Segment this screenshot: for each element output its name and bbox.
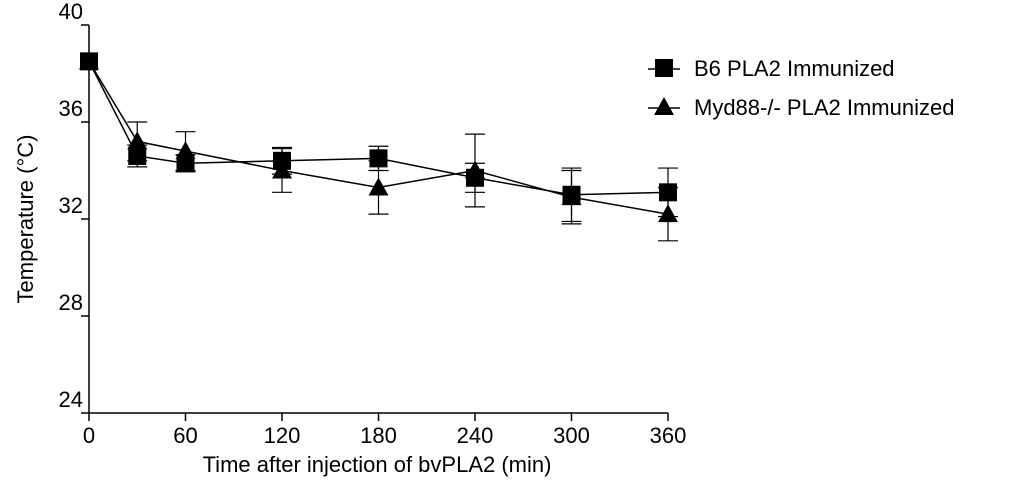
- y-tick-label: 32: [59, 193, 83, 218]
- series-layer: [79, 51, 678, 242]
- y-tick-label: 36: [59, 96, 83, 121]
- y-axis-title: Temperature (°C): [13, 135, 38, 304]
- data-point: [561, 187, 582, 206]
- legend-square-marker: [655, 59, 673, 77]
- y-tick-label: 24: [59, 387, 83, 412]
- data-point: [658, 204, 678, 223]
- legend-label: B6 PLA2 Immunized: [694, 56, 895, 81]
- data-point: [127, 131, 148, 150]
- series-line: [88, 60, 669, 215]
- x-ticks: 0 60 120 180 240 300 360: [83, 413, 686, 448]
- legend: B6 PLA2 Immunized Myd88-/- PLA2 Immunized: [648, 56, 954, 120]
- y-tick-label: 28: [59, 290, 83, 315]
- x-tick-label: 60: [173, 423, 197, 448]
- data-point: [465, 160, 485, 179]
- data-point: [272, 160, 292, 179]
- x-axis-title: Time after injection of bvPLA2 (min): [203, 452, 552, 477]
- x-tick-label: 240: [457, 423, 494, 448]
- data-point: [368, 177, 389, 196]
- data-point: [79, 51, 99, 70]
- x-tick-label: 360: [650, 423, 687, 448]
- data-point: [369, 149, 388, 168]
- y-ticks: 24 28 32 36 40: [59, 0, 89, 414]
- legend-item: B6 PLA2 Immunized: [648, 56, 895, 81]
- data-point: [175, 141, 196, 160]
- series-2: [79, 51, 678, 242]
- x-tick-label: 120: [264, 423, 301, 448]
- x-tick-label: 0: [83, 423, 95, 448]
- x-tick-label: 300: [553, 423, 590, 448]
- axes: [88, 25, 668, 414]
- legend-item: Myd88-/- PLA2 Immunized: [648, 95, 954, 120]
- x-tick-label: 180: [360, 423, 397, 448]
- y-tick-label: 40: [59, 0, 83, 24]
- legend-triangle-marker: [654, 97, 674, 115]
- legend-label: Myd88-/- PLA2 Immunized: [694, 95, 954, 120]
